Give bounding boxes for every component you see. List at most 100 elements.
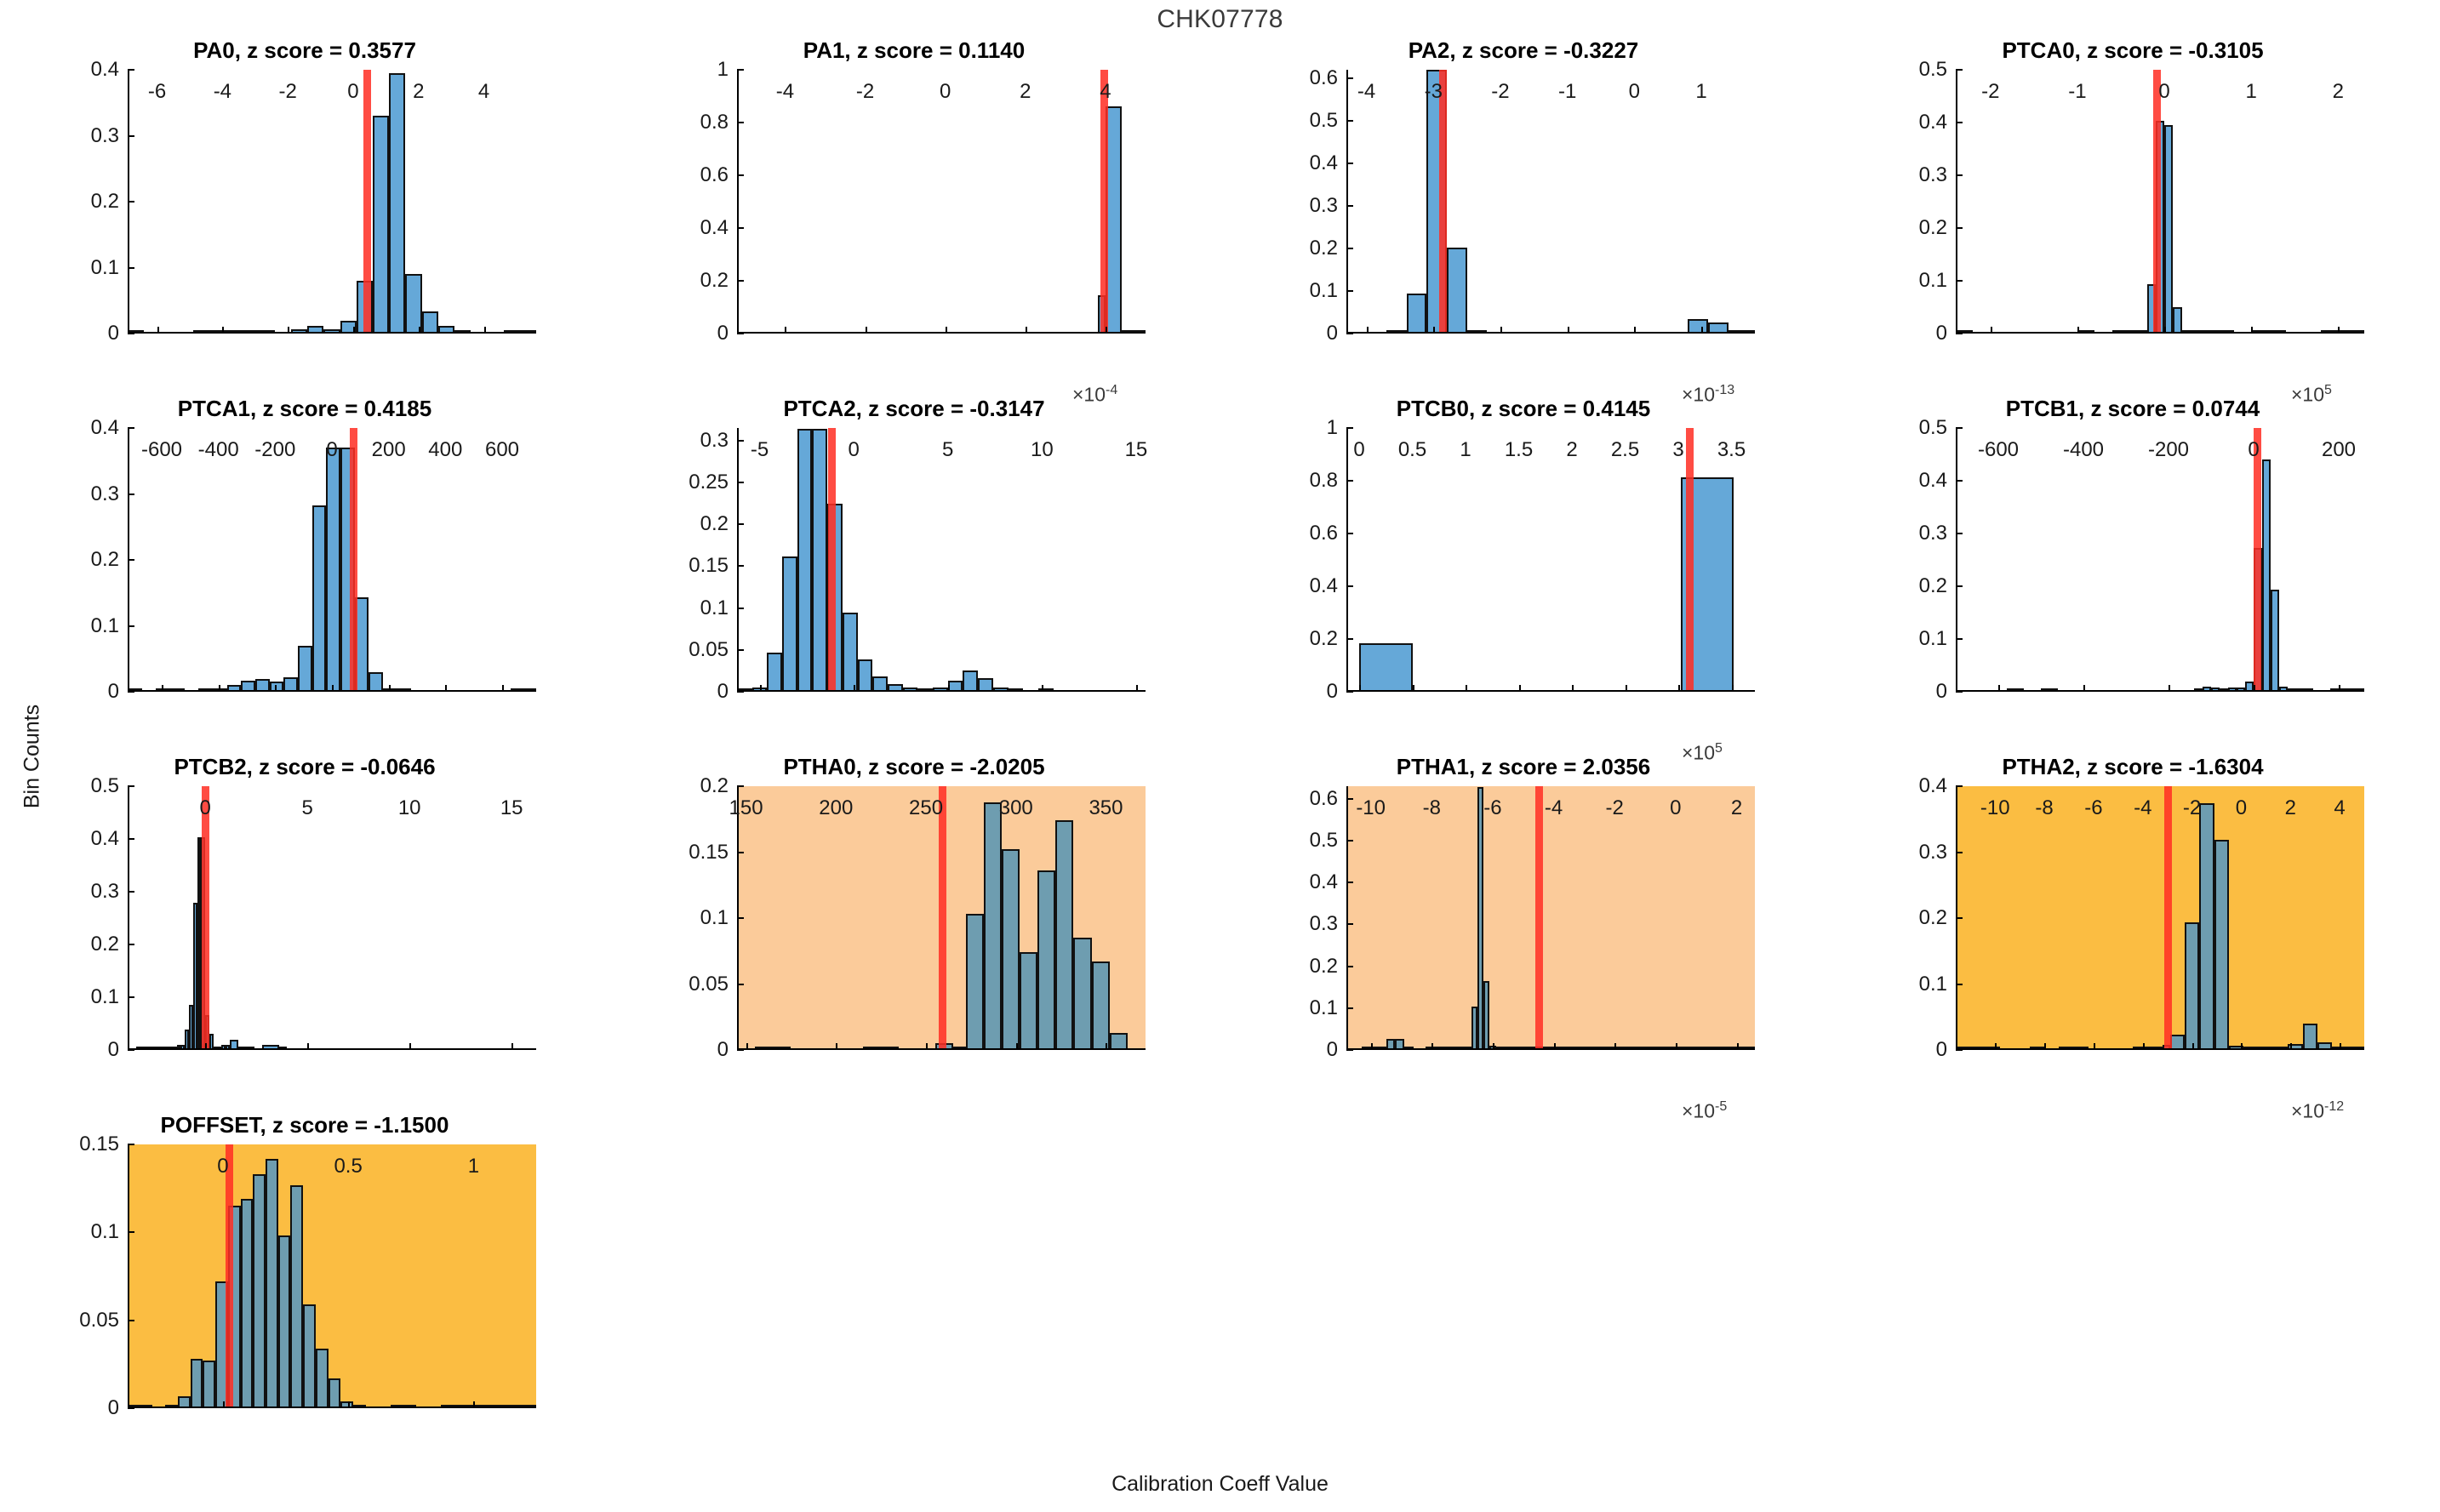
y-tick [1346,163,1353,164]
x-tick [746,1043,748,1050]
histogram-bar [857,659,873,692]
y-tick [1956,983,1963,985]
y-tick [737,983,744,985]
y-tick [128,838,134,840]
y-tick-label: 0.4 [1918,111,1947,134]
histogram-bar [265,1158,278,1408]
y-tick-label: 0.2 [700,774,729,797]
y-tick-label: 0 [1326,1038,1338,1061]
x-tick-label: 300 [998,796,1033,819]
y-tick [1956,227,1963,229]
z-score-marker-line [226,1144,234,1408]
z-score-marker-line [1685,428,1694,692]
x-tick [759,685,762,692]
x-tick-label: 4 [1100,80,1111,103]
y-tick-label: 0.2 [90,933,119,956]
x-axis-line [1956,690,2364,692]
x-tick [307,1043,310,1050]
y-tick [737,122,744,123]
y-tick [1956,533,1963,534]
x-tick-label: 10 [1030,438,1054,461]
plot-area: -600 -400 -200 0 200 400 600 0 0.1 0.2 0.3 0.4 [91,416,536,703]
y-tick [128,891,134,893]
x-tick-label: 2 [2332,80,2345,103]
x-tick-label: -2 [1605,796,1624,819]
y-tick-label: 0.2 [700,512,729,536]
y-tick-label: 0.2 [90,190,119,213]
y-tick [128,785,134,787]
y-tick [1346,290,1353,292]
y-tick-label: 0 [717,680,729,703]
histogram-bar [2214,839,2229,1050]
x-tick [418,327,420,334]
y-tick [128,1407,134,1409]
subplot-ptca1: PTCA1, z score = 0.4185 -600 -400 -200 0 200 4… [0,384,609,742]
histogram-bar [290,1184,304,1408]
x-tick-label: 0 [848,438,860,461]
y-tick [737,607,744,609]
x-tick-label: -200 [254,438,296,461]
y-tick-label: 0.05 [79,1308,119,1332]
subplot-ptca0: PTCA0, z score = -0.3105 -2 -1 0 1 2 0 0.1 0.2 0.… [1828,26,2437,406]
subplot-title: PTCB1, z score = 0.0744 [2005,396,2260,421]
x-tick [1025,327,1027,334]
y-tick [128,493,134,495]
y-tick-label: 0.4 [1918,469,1947,492]
y-tick [1346,965,1353,967]
y-tick [1346,1049,1353,1051]
x-tick [945,327,947,334]
x-tick [1614,1043,1617,1050]
y-tick [128,333,134,334]
histogram-bar [1037,870,1056,1050]
plot-area: -6 -4 -2 0 2 4 0 0.1 0.2 0.3 0.4 [91,58,536,345]
subplot-title: PTCA0, z score = -0.3105 [2002,37,2264,63]
y-tick [1956,427,1963,429]
x-tick [2290,1043,2293,1050]
x-axis-line [1346,1048,1755,1050]
y-tick-label: 0 [1935,1038,1947,1061]
x-tick-label: 0 [940,80,951,103]
subplot-title: PTHA1, z score = 2.0356 [1396,754,1651,779]
x-tick [1466,685,1467,692]
y-tick [1346,333,1353,334]
x-tick [511,1043,514,1050]
y-tick-label: 0.5 [90,774,119,797]
x-tick [1736,1043,1739,1050]
y-tick [1346,1007,1353,1009]
x-axis-line [128,1406,536,1408]
y-tick [1346,205,1353,207]
x-tick [1518,685,1521,692]
y-tick [128,996,134,998]
y-tick [128,1319,134,1321]
y-tick-label: 0.6 [700,163,729,186]
x-tick [2044,1043,2047,1050]
x-tick [2241,1043,2243,1050]
y-tick [1346,248,1353,249]
x-tick [1995,1043,1997,1050]
y-tick [1346,797,1353,800]
x-tick [332,685,334,692]
x-tick [1412,685,1414,692]
y-tick [128,201,134,203]
y-tick-label: 0.8 [1309,469,1338,492]
y-tick [737,227,744,229]
y-tick-label: 0.1 [90,255,119,279]
x-tick-label: -2 [1981,80,2000,103]
x-tick-label: 15 [500,796,523,819]
y-tick-label: 0.1 [700,906,729,929]
y-tick-label: 0.3 [1918,522,1947,545]
y-axis-line [128,786,129,1050]
y-tick-label: 0.2 [1309,954,1338,978]
x-tick-label: -8 [1422,796,1441,819]
z-score-marker-line [363,70,372,334]
x-tick-label: -4 [775,80,795,103]
y-tick-label: 0.4 [1918,774,1947,797]
x-tick-label: -600 [140,438,183,461]
z-score-marker-line [2254,428,2261,692]
x-tick [947,685,950,692]
y-axis-line [1956,70,1957,334]
axis-exponent-label: ×10-4 [1072,383,1118,406]
x-tick [2093,1043,2095,1050]
y-tick [1956,851,1963,853]
x-tick [1701,327,1704,334]
